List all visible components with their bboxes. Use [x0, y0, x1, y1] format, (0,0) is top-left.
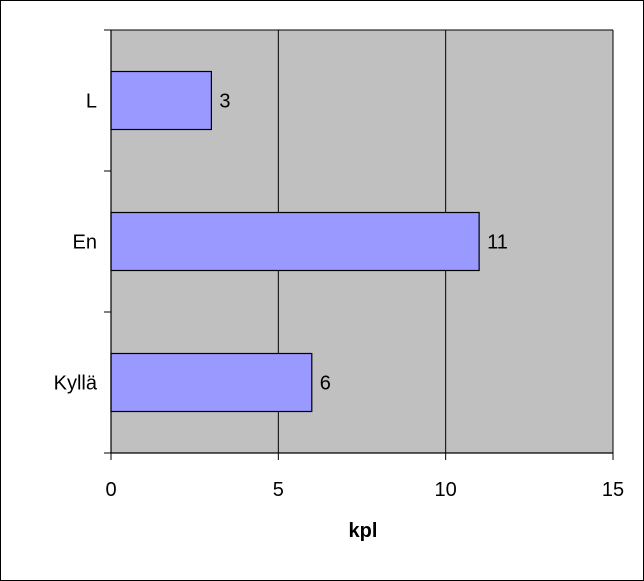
x-tick-label-10: 10: [435, 479, 457, 501]
bar-L: [110, 70, 213, 131]
category-label-L: L: [86, 91, 97, 113]
bar-Kyllä: [110, 352, 313, 413]
data-label-L: 3: [219, 91, 230, 113]
category-label-Kyllä: Kyllä: [54, 373, 98, 395]
category-label-En: En: [73, 232, 97, 254]
labels: 3 L 11 En 6 Kyllä 0 5 10 15: [54, 91, 624, 502]
bar-En: [110, 211, 480, 272]
data-label-Kyllä: 6: [320, 373, 331, 395]
x-tick-label-5: 5: [273, 479, 284, 501]
x-tick-label-0: 0: [105, 479, 116, 501]
x-tick-label-15: 15: [602, 479, 624, 501]
bar-series: [110, 70, 480, 413]
data-label-En: 11: [487, 232, 508, 254]
axes: [104, 29, 614, 460]
x-axis-title: kpl: [349, 520, 378, 542]
